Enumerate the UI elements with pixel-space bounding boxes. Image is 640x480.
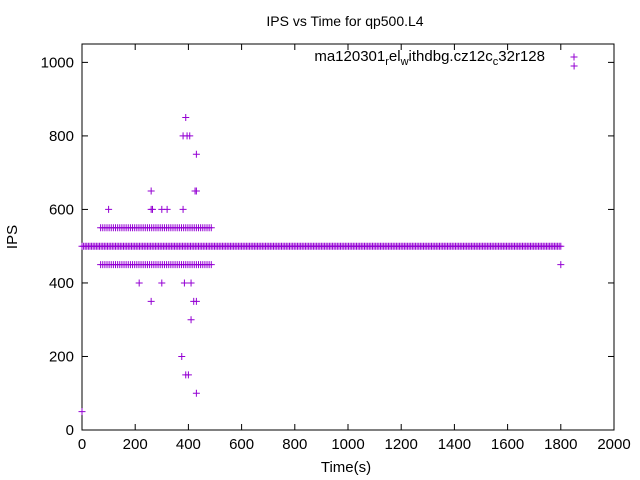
y-tick-label: 800 <box>49 128 74 145</box>
x-tick-label: 1200 <box>385 436 418 453</box>
data-point <box>163 205 171 213</box>
series-points <box>78 53 578 416</box>
x-tick-label: 800 <box>282 436 307 453</box>
x-axis-label: Time(s) <box>321 459 371 476</box>
x-tick-label: 2000 <box>597 436 630 453</box>
x-tick-label: 1800 <box>544 436 577 453</box>
y-tick-label: 600 <box>49 201 74 218</box>
x-tick-label: 200 <box>123 436 148 453</box>
data-point <box>557 261 565 269</box>
data-point <box>179 205 187 213</box>
x-tick-label: 600 <box>229 436 254 453</box>
data-point <box>147 297 155 305</box>
data-point <box>192 297 200 305</box>
data-point <box>187 279 195 287</box>
legend-marker <box>570 53 578 61</box>
data-point <box>187 316 195 324</box>
x-tick-label: 0 <box>78 436 86 453</box>
chart-title: IPS vs Time for qp500.L4 <box>266 13 423 29</box>
data-point <box>192 389 200 397</box>
x-tick-label: 1000 <box>331 436 364 453</box>
data-point <box>207 224 215 232</box>
data-point <box>184 371 192 379</box>
x-tick-label: 1600 <box>491 436 524 453</box>
legend-entry-label: ma120301relwithdbg.cz12cc32r128 <box>314 48 545 68</box>
x-tick-label: 1400 <box>438 436 471 453</box>
data-point <box>192 150 200 158</box>
y-tick-label: 1000 <box>41 54 74 71</box>
data-point <box>207 261 215 269</box>
data-point <box>180 279 188 287</box>
data-point <box>148 205 156 213</box>
y-axis-label: IPS <box>4 225 21 249</box>
data-point <box>186 132 194 140</box>
data-point <box>78 408 86 416</box>
y-tick-label: 200 <box>49 348 74 365</box>
x-axis: 0 200 400 600 800 1000 1200 1400 1600 1800 2000 <box>78 44 631 453</box>
y-tick-label: 400 <box>49 275 74 292</box>
data-point <box>178 352 186 360</box>
y-tick-label: 0 <box>66 422 74 439</box>
data-point <box>192 187 200 195</box>
plot-frame <box>81 43 615 431</box>
x-tick-label: 400 <box>176 436 201 453</box>
data-point <box>147 187 155 195</box>
data-point <box>158 279 166 287</box>
y-axis: 0 200 400 600 800 1000 <box>41 54 614 439</box>
data-point <box>135 279 143 287</box>
data-point <box>105 205 113 213</box>
data-point <box>557 242 565 250</box>
legend: ma120301relwithdbg.cz12cc32r128 <box>314 48 545 68</box>
data-point <box>182 114 190 122</box>
data-point <box>570 62 578 70</box>
